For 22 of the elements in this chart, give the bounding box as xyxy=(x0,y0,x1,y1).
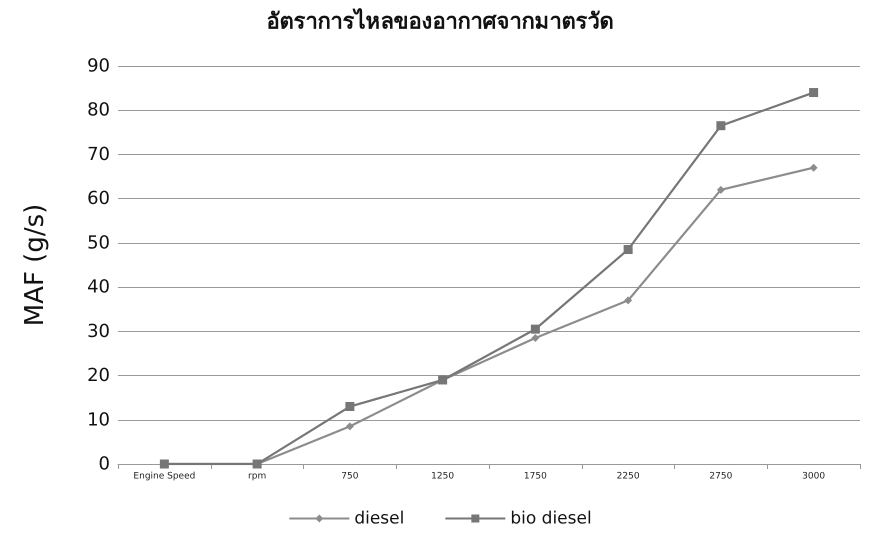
x-tick-label: 1750 xyxy=(524,472,548,482)
y-axis-title: MAF (g/s) xyxy=(20,204,50,326)
y-tick-label: 30 xyxy=(87,320,110,342)
y-tick-label: 90 xyxy=(87,56,110,76)
y-tick-label: 80 xyxy=(87,100,110,121)
legend-label: diesel xyxy=(354,508,404,528)
x-tick-label: 1250 xyxy=(431,472,454,482)
x-tick-label: rpm xyxy=(248,472,266,482)
legend-label: bio diesel xyxy=(510,508,592,528)
y-tick-label: 60 xyxy=(87,188,110,210)
y-tick-label: 0 xyxy=(98,454,110,474)
y-tick-label: 20 xyxy=(87,365,110,386)
x-tick-label: 750 xyxy=(341,472,359,482)
y-tick-label: 70 xyxy=(87,144,110,165)
chart-title: อัตราการไหลของอากาศจากมาตรวัด xyxy=(266,8,614,34)
y-tick-label: 50 xyxy=(87,232,110,254)
x-tick-label: Engine Speed xyxy=(133,472,196,482)
x-tick-label: 3000 xyxy=(802,472,826,482)
y-tick-label: 10 xyxy=(87,409,110,430)
x-tick-label: 2250 xyxy=(616,472,640,482)
y-tick-label: 40 xyxy=(87,276,110,298)
x-tick-label: 2750 xyxy=(709,472,733,482)
